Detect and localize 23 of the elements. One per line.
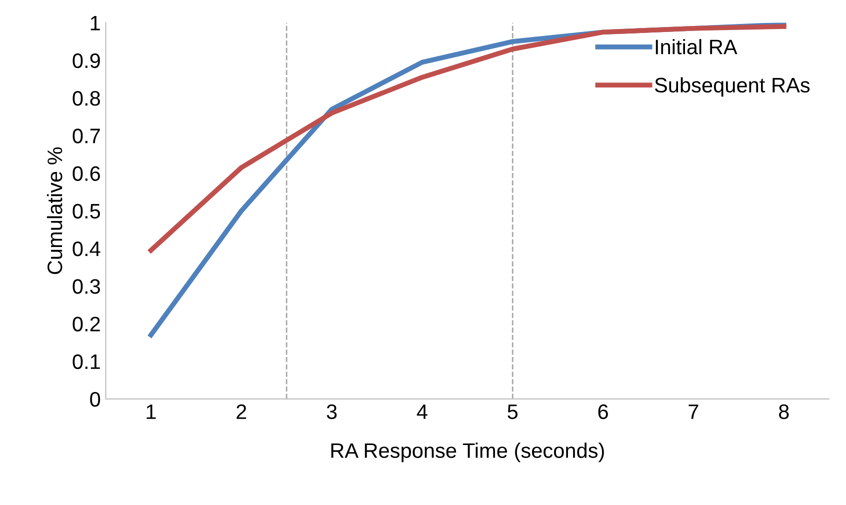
x-tick-label: 4: [416, 404, 428, 419]
y-tick-label: 0: [90, 392, 100, 407]
x-axis-title: RA Response Time (seconds): [331, 442, 604, 462]
x-tick-label: 8: [778, 404, 789, 420]
legend-label: Subsequent RAs: [654, 77, 810, 97]
x-tick-label: 7: [688, 404, 698, 419]
y-axis-title: Cumulative %: [46, 147, 62, 274]
y-tick-label: 0.2: [72, 316, 100, 332]
x-tick-label: 1: [146, 404, 156, 419]
y-tick-label: 0.5: [72, 204, 100, 219]
y-tick-label: 0.3: [72, 279, 100, 294]
x-tick-label: 6: [598, 404, 608, 420]
legend-label: Initial RA: [656, 39, 738, 54]
y-tick-label: 0.8: [72, 90, 100, 106]
x-tick-label: 2: [236, 404, 246, 419]
y-tick-label: 1: [90, 16, 100, 30]
y-tick-label: 0.6: [72, 166, 100, 181]
y-tick-label: 0.9: [72, 53, 100, 68]
y-tick-label: 0.4: [72, 241, 100, 256]
y-tick-label: 0.1: [72, 354, 100, 370]
y-tick-label: 0.7: [72, 128, 100, 144]
x-tick-label: 5: [508, 404, 518, 420]
x-tick-label: 3: [326, 404, 337, 420]
